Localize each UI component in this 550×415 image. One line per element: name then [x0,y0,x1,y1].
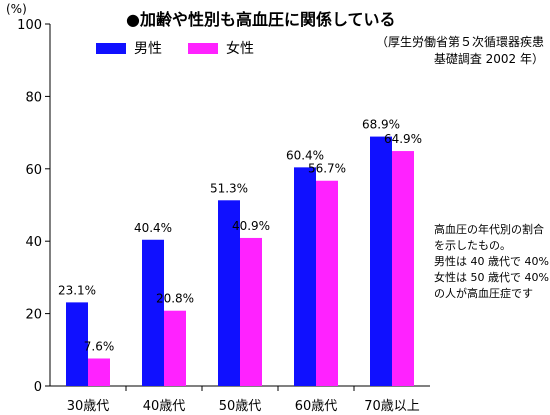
data-label-female: 7.6% [84,339,115,353]
x-tick-label: 60歳代 [295,399,338,414]
data-label-female: 56.7% [308,162,346,176]
chart-labels: 30歳代 23.1% 7.6% 40歳代 40.4% 20.8% 50歳代 51.3% 40.9… [58,118,422,414]
x-tick-label: 50歳代 [219,399,262,414]
source-note: （厚生労働省第５次循環器疾患 基礎調査 2002 年） [376,34,544,68]
y-axis-unit-label: (%) [6,2,27,16]
chart-title: ●加齢や性別も高血圧に関係している [126,10,396,29]
legend-swatch-female [188,42,218,54]
source-line-1: （厚生労働省第５次循環器疾患 [375,35,544,49]
legend-label-male: 男性 [134,41,162,57]
y-tick-label: 80 [25,90,42,105]
annotation-note: 高血圧の年代別の割合 を示したもの。 男性は 40 歳代で 40% 女性は 50… [434,223,549,300]
bar-male [294,167,316,386]
bar-female [240,237,262,386]
data-label-male: 68.9% [362,118,400,132]
y-tick-label: 100 [17,18,42,33]
legend-item-female: 女性 [188,38,254,58]
x-tick-label: 30歳代 [67,399,110,414]
y-tick-label: 0 [34,380,42,395]
data-label-male: 23.1% [58,283,96,297]
bar-male [218,200,240,386]
y-tick-label: 40 [25,235,42,250]
bar-female [164,310,186,386]
bar-female [88,358,110,386]
data-label-female: 20.8% [156,292,194,306]
chart-axes: 0 20 40 60 80 100 [17,18,430,395]
x-tick-label: 70歳以上 [364,399,420,414]
source-line-2: 基礎調査 2002 年） [433,52,544,66]
data-label-female: 40.9% [232,219,270,233]
bar-female [392,151,414,386]
data-label-male: 60.4% [286,148,324,162]
data-label-male: 40.4% [134,221,172,235]
bar-female [316,180,338,386]
x-tick-label: 40歳代 [143,399,186,414]
chart-legend: 男性 女性 [96,38,254,58]
data-label-female: 64.9% [384,132,422,146]
bar-male [142,239,164,386]
bar-male [66,302,88,386]
bar-male [370,136,392,386]
y-tick-label: 60 [25,163,42,178]
chart-bars [66,136,414,386]
legend-label-female: 女性 [226,41,254,57]
legend-swatch-male [96,42,126,54]
data-label-male: 51.3% [210,181,248,195]
legend-item-male: 男性 [96,38,162,58]
y-tick-label: 20 [25,308,42,323]
